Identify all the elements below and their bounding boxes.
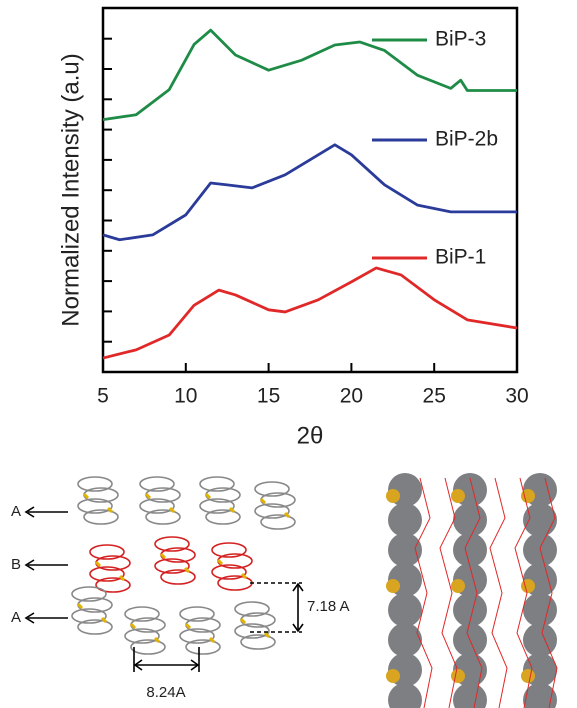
molecule-ring bbox=[211, 542, 247, 558]
molecule-ring bbox=[139, 476, 175, 492]
molecule-atom bbox=[94, 560, 126, 582]
x-tick-label: 25 bbox=[423, 385, 446, 408]
molecule-atom bbox=[239, 617, 271, 639]
atom-s bbox=[386, 669, 400, 683]
molecule-ring bbox=[77, 498, 113, 514]
molecule-ring bbox=[154, 558, 190, 574]
molecule-ring bbox=[154, 536, 190, 552]
molecule-ring bbox=[199, 498, 235, 514]
x-tick-label: 20 bbox=[340, 385, 363, 408]
molecule-ring bbox=[145, 509, 181, 525]
x-tick-label: 15 bbox=[257, 385, 280, 408]
molecule-atom bbox=[184, 622, 216, 644]
chart: 5 10 15 20 25 30 BiP-3 BiP-2b BiP-1 bbox=[97, 6, 529, 408]
y-axis-label: Normalized Intensity (a.u) bbox=[57, 53, 84, 326]
x-tick-label: 10 bbox=[174, 385, 197, 408]
atom bbox=[388, 533, 422, 567]
data-line bbox=[102, 143, 517, 242]
legend-label: BiP-3 bbox=[435, 28, 486, 51]
molecule-ring bbox=[130, 639, 166, 655]
molecule-ring bbox=[160, 569, 196, 585]
atom bbox=[523, 533, 557, 567]
x-tick-label: 30 bbox=[505, 385, 528, 408]
molecule-ring bbox=[139, 498, 175, 514]
bond bbox=[464, 477, 483, 708]
atom bbox=[523, 683, 557, 708]
molecule-ring bbox=[89, 566, 125, 582]
dimension-label: 8.24A bbox=[146, 684, 185, 701]
layer-label: A bbox=[11, 609, 21, 626]
molecule-ring bbox=[205, 509, 241, 525]
x-axis-label: 2θ bbox=[297, 422, 324, 449]
molecule-ring bbox=[179, 606, 215, 622]
molecule-ring bbox=[89, 544, 125, 560]
molecule-ring bbox=[254, 481, 290, 497]
plot-frame bbox=[101, 6, 519, 374]
data-line bbox=[102, 28, 517, 122]
molecule-ring bbox=[240, 634, 276, 650]
bond bbox=[439, 477, 458, 708]
molecule-ring bbox=[211, 564, 247, 580]
molecule-ring bbox=[179, 628, 215, 644]
atom bbox=[388, 683, 422, 708]
molecule-ring bbox=[124, 628, 160, 644]
structure-left bbox=[71, 476, 296, 655]
molecule-ring bbox=[77, 476, 113, 492]
molecule-ring bbox=[234, 601, 270, 617]
atom bbox=[453, 533, 487, 567]
molecule-atom bbox=[259, 497, 291, 519]
legend-label: BiP-2b bbox=[435, 128, 498, 151]
molecule-atom bbox=[204, 492, 236, 514]
atom-s bbox=[521, 579, 535, 593]
molecule-atom bbox=[159, 552, 191, 574]
molecule-atom bbox=[216, 558, 248, 580]
molecule-ring bbox=[199, 476, 235, 492]
layer-label: A bbox=[11, 503, 21, 520]
molecule-ring bbox=[234, 623, 270, 639]
x-tick-label: 5 bbox=[97, 385, 109, 408]
molecule-ring bbox=[260, 514, 296, 530]
molecule-atom bbox=[129, 622, 161, 644]
molecule-atom bbox=[82, 492, 114, 514]
molecule-ring bbox=[185, 639, 221, 655]
bond bbox=[539, 477, 558, 708]
atom bbox=[523, 623, 557, 657]
bond bbox=[514, 477, 533, 708]
molecule-ring bbox=[71, 608, 107, 624]
dimension-label: 7.18 A bbox=[307, 598, 350, 615]
atom-s bbox=[451, 489, 465, 503]
legend-label: BiP-1 bbox=[435, 246, 486, 269]
layer-arrows bbox=[24, 506, 304, 672]
atom bbox=[388, 623, 422, 657]
molecule-ring bbox=[83, 509, 119, 525]
atom bbox=[388, 503, 422, 537]
molecule-atom bbox=[76, 602, 108, 624]
data-line bbox=[102, 266, 518, 360]
bond bbox=[414, 477, 433, 708]
molecule-ring bbox=[71, 586, 107, 602]
layer-label: B bbox=[11, 556, 21, 573]
molecule-ring bbox=[77, 619, 113, 635]
structure-right bbox=[383, 473, 577, 708]
atom bbox=[523, 593, 557, 627]
atom-s bbox=[451, 669, 465, 683]
atom-s bbox=[386, 579, 400, 593]
atom bbox=[388, 593, 422, 627]
molecule-ring bbox=[95, 577, 131, 593]
atom-s bbox=[521, 669, 535, 683]
molecule-atom bbox=[144, 492, 176, 514]
atom-s bbox=[521, 489, 535, 503]
atom bbox=[453, 683, 487, 708]
atom bbox=[453, 593, 487, 627]
atom-s bbox=[451, 579, 465, 593]
atom bbox=[453, 503, 487, 537]
bond bbox=[489, 477, 508, 708]
atom bbox=[523, 503, 557, 537]
molecule-ring bbox=[124, 606, 160, 622]
molecule-ring bbox=[254, 503, 290, 519]
atom-s bbox=[386, 489, 400, 503]
